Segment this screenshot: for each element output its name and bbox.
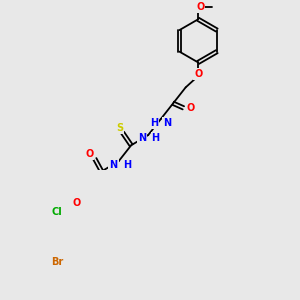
Text: O: O [73,198,81,208]
Text: S: S [116,123,123,133]
Text: N: N [163,118,171,128]
Text: H: H [152,133,160,143]
Text: H: H [150,118,158,128]
Text: O: O [186,103,194,113]
Text: O: O [85,149,93,159]
Text: Cl: Cl [51,207,62,217]
Text: O: O [194,69,202,79]
Text: O: O [196,2,205,12]
Text: H: H [123,160,131,170]
Text: N: N [138,133,146,143]
Text: Br: Br [51,257,64,267]
Text: N: N [110,160,118,170]
